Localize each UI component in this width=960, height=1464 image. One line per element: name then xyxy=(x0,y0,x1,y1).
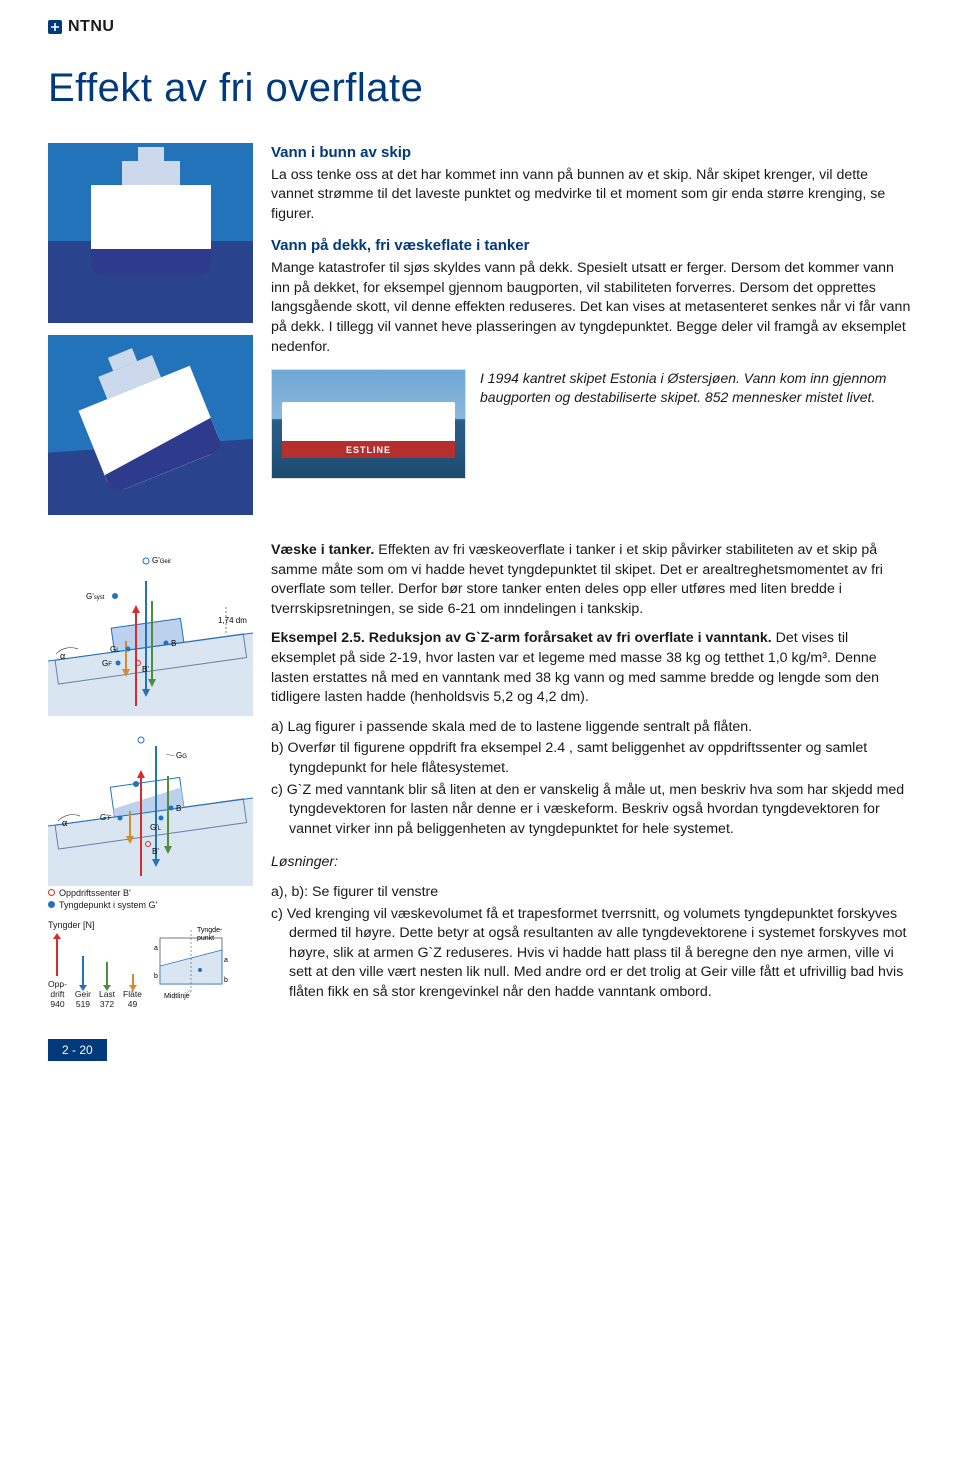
weight-oppdrift: Opp-drift940 xyxy=(48,938,67,1009)
body-text-column: Væske i tanker. Effekten av fri væskeove… xyxy=(271,541,912,1009)
label-midtlinje: Midtlinje xyxy=(164,993,190,1000)
svg-text:b: b xyxy=(224,977,228,984)
estonia-photo xyxy=(271,369,466,479)
weights-title: Tyngder [N] xyxy=(48,920,142,930)
page-number: 2 - 20 xyxy=(48,1039,107,1061)
trapezoid-diagram: a b a b Tyngde- punkt Midtlinje xyxy=(152,920,232,1002)
page-title: Effekt av fri overflate xyxy=(48,66,912,111)
weights-block: Tyngder [N] Opp-drift940 Geir519 Last xyxy=(48,920,142,1009)
top-section: Vann i bunn av skip La oss tenke oss at … xyxy=(48,143,912,515)
estonia-caption: I 1994 kantret skipet Estonia i Østersjø… xyxy=(480,369,912,407)
label-b2: B xyxy=(176,804,181,813)
example-list: a) Lag figurer i passende skala med de t… xyxy=(271,718,912,840)
label-b-prime: B' xyxy=(142,665,149,674)
para-eksempel-intro: Eksempel 2.5. Reduksjon av G`Z-arm forår… xyxy=(271,629,912,707)
heading-vann-paa-dekk: Vann på dekk, fri væskeflate i tanker xyxy=(271,236,912,257)
svg-text:a: a xyxy=(154,945,158,952)
label-alpha-2: α xyxy=(62,818,67,828)
weight-geir: Geir519 xyxy=(75,956,91,1009)
page-header: NTNU xyxy=(48,18,912,36)
para-vaeske-i-tanker: Væske i tanker. Effekten av fri væskeove… xyxy=(271,541,912,619)
svg-text:b: b xyxy=(154,973,158,980)
example-item-a: a) Lag figurer i passende skala med de t… xyxy=(271,718,912,738)
svg-text:Tyngde-: Tyngde- xyxy=(197,927,223,934)
label-b: B xyxy=(171,639,176,648)
intro-text-column: Vann i bunn av skip La oss tenke oss at … xyxy=(271,143,912,515)
label-174dm: 1,74 dm xyxy=(218,616,247,625)
bottom-section: G'Geir G'syst GL GF B B' α 1,74 dm xyxy=(48,541,912,1009)
stability-diagram-1: G'Geir G'syst GL GF B B' α 1,74 dm xyxy=(48,541,253,716)
label-g-geir: G'Geir xyxy=(152,556,171,565)
legend-tyngdepunkt-label: Tyngdepunkt i system G' xyxy=(59,900,157,910)
label-gf2: G'F xyxy=(100,813,112,822)
example-item-b: b) Overfør til figurene oppdrift fra eks… xyxy=(271,739,912,778)
legend-oppdrift-label: Oppdriftssenter B' xyxy=(59,888,131,898)
para-vann-paa-dekk: Mange katastrofer til sjøs skyldes vann … xyxy=(271,259,912,357)
svg-text:a: a xyxy=(224,957,228,964)
example-item-c: c) G`Z med vanntank blir så liten at den… xyxy=(271,781,912,840)
ntnu-logo-icon xyxy=(48,20,62,34)
ship-illustration-column xyxy=(48,143,253,515)
weight-flate: Flåte49 xyxy=(123,974,142,1009)
ship-heeled-diagram xyxy=(48,335,253,515)
diagram-column: G'Geir G'syst GL GF B B' α 1,74 dm xyxy=(48,541,253,1009)
heading-vann-i-bunn: Vann i bunn av skip xyxy=(271,143,912,164)
stability-diagram-2: GG G'F G'L B B' α xyxy=(48,716,253,886)
label-g-syst: G'syst xyxy=(86,592,105,601)
weight-last: Last372 xyxy=(99,962,115,1009)
svg-text:punkt: punkt xyxy=(197,935,214,942)
losninger-item-c: c) Ved krenging vil væskevolumet få et t… xyxy=(271,905,912,1003)
estonia-row: I 1994 kantret skipet Estonia i Østersjø… xyxy=(271,369,912,479)
losninger-item-ab: a), b): Se figurer til venstre xyxy=(271,883,912,903)
para-vann-i-bunn: La oss tenke oss at det har kommet inn v… xyxy=(271,166,912,225)
losninger-list: a), b): Se figurer til venstre c) Ved kr… xyxy=(271,883,912,1003)
losninger-heading: Løsninger: xyxy=(271,853,912,873)
legend-oppdrift: Oppdriftssenter B' xyxy=(48,888,253,898)
ship-upright-diagram xyxy=(48,143,253,323)
label-gg: GG xyxy=(176,751,187,760)
label-alpha-1: α xyxy=(60,651,65,661)
legend-tyngdepunkt: Tyngdepunkt i system G' xyxy=(48,900,253,910)
brand-text: NTNU xyxy=(68,18,114,36)
label-b-prime2: B' xyxy=(152,847,159,856)
